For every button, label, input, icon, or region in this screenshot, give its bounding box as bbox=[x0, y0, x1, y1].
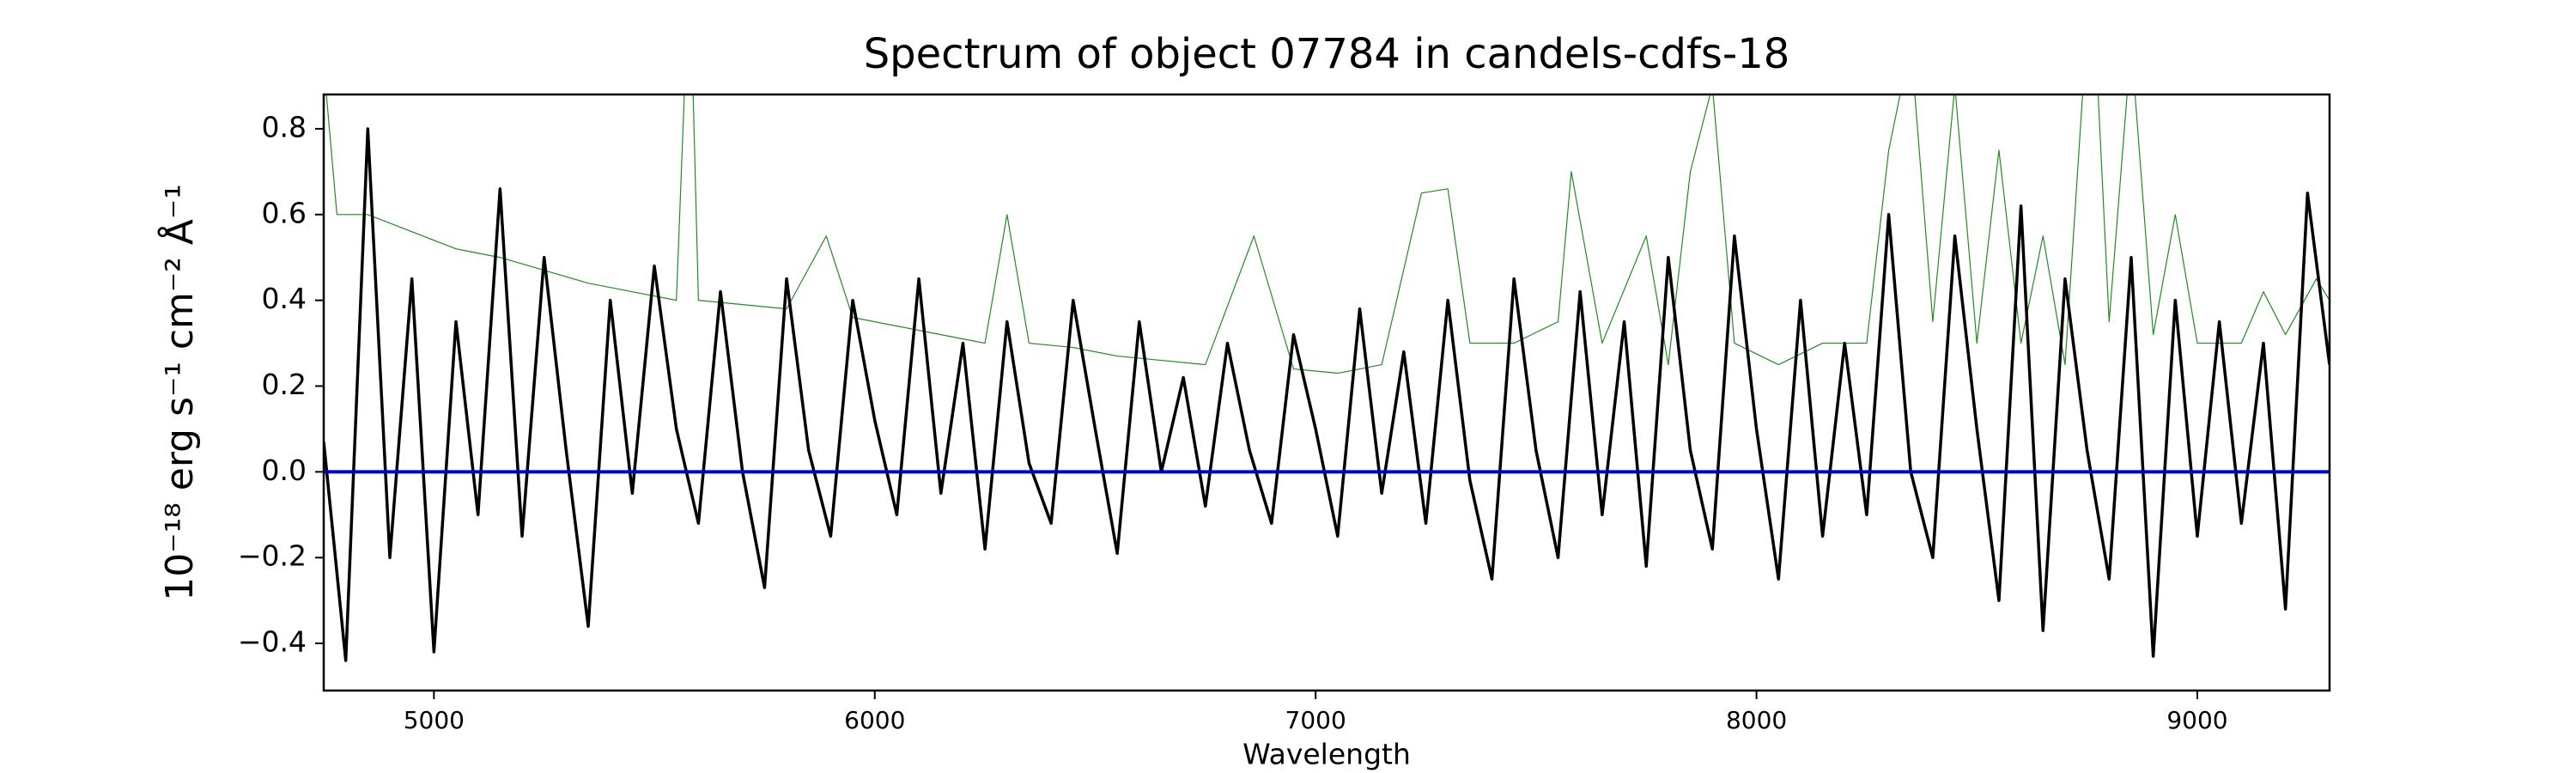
y-tick-label: −0.2 bbox=[238, 539, 307, 573]
y-tick-label: 0.8 bbox=[262, 110, 307, 143]
axes: 5000 6000 7000 8000 9000 −0.4 −0.2 0.0 0.2 0.4 0.6… bbox=[238, 93, 2331, 734]
y-tick-label: 0.6 bbox=[262, 196, 307, 229]
chart-title: Spectrum of object 07784 in candels-cdfs… bbox=[864, 30, 1790, 78]
y-tick-label: 0.2 bbox=[262, 368, 307, 401]
spectrum-line bbox=[324, 127, 2330, 662]
y-tick-label: 0.4 bbox=[262, 282, 307, 315]
x-tick-label: 8000 bbox=[1726, 706, 1787, 734]
x-axis-label: Wavelength bbox=[1242, 738, 1411, 771]
x-tick-label: 6000 bbox=[844, 706, 905, 734]
y-tick-label: 0.0 bbox=[262, 453, 307, 487]
y-tick-label: −0.4 bbox=[238, 625, 307, 659]
x-tick-label: 9000 bbox=[2166, 706, 2227, 734]
plot-frame bbox=[322, 93, 2331, 692]
y-axis-label: 10⁻¹⁸ erg s⁻¹ cm⁻² Å⁻¹ bbox=[156, 184, 202, 600]
x-tick-label: 5000 bbox=[404, 706, 465, 734]
plot-area bbox=[324, 94, 2330, 662]
x-tick-label: 7000 bbox=[1285, 706, 1346, 734]
spectrum-line bbox=[325, 94, 2330, 374]
